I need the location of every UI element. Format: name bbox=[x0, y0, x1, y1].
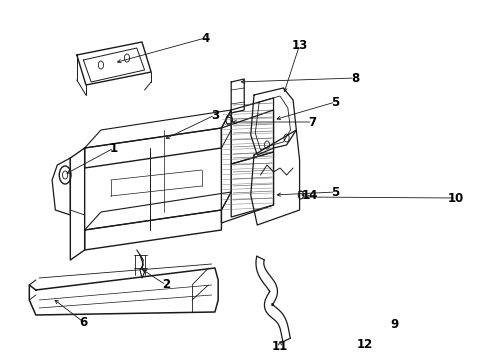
Text: 4: 4 bbox=[201, 32, 209, 45]
Text: 13: 13 bbox=[292, 39, 308, 51]
Text: 1: 1 bbox=[110, 141, 118, 154]
Text: 9: 9 bbox=[390, 319, 398, 332]
Text: 5: 5 bbox=[331, 185, 340, 198]
Text: 2: 2 bbox=[162, 279, 170, 292]
Text: 3: 3 bbox=[211, 108, 219, 122]
Text: 7: 7 bbox=[309, 116, 317, 129]
Text: 5: 5 bbox=[331, 95, 340, 108]
Text: 11: 11 bbox=[272, 341, 288, 354]
Text: 8: 8 bbox=[351, 72, 359, 85]
Text: 6: 6 bbox=[79, 315, 88, 328]
Text: 12: 12 bbox=[357, 338, 373, 351]
Text: 10: 10 bbox=[448, 192, 464, 204]
Text: 14: 14 bbox=[302, 189, 318, 202]
